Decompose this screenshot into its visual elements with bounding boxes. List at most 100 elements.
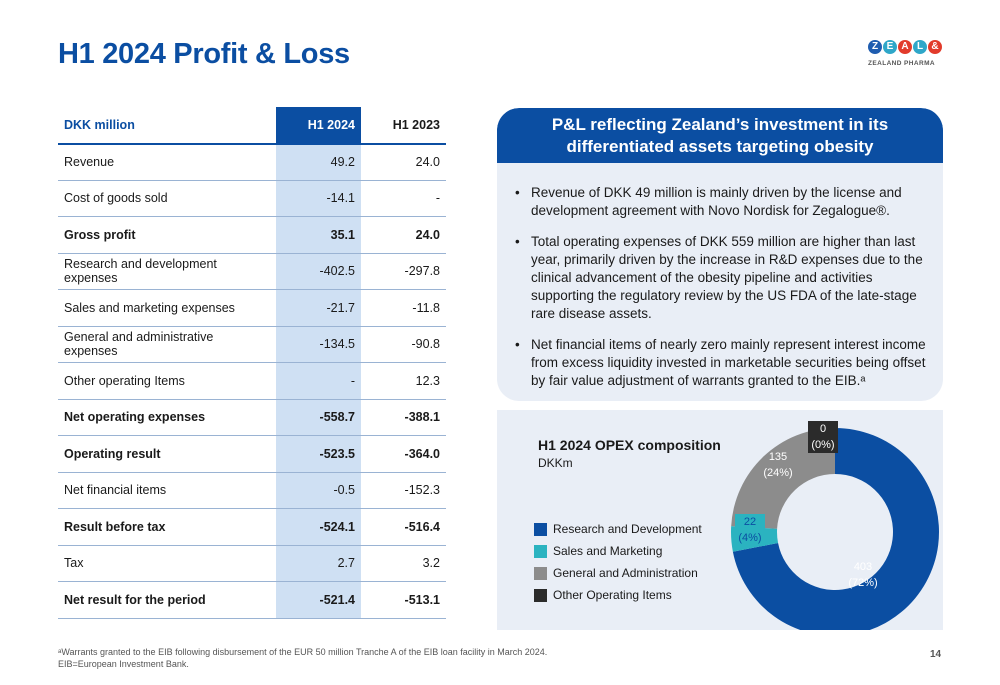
legend-label: General and Administration [553,566,698,580]
row-label: Result before tax [58,508,276,546]
bullet-item: • Total operating expenses of DKK 559 mil… [511,233,929,323]
row-label: General and administrative expenses [58,326,276,363]
cell-h1-2024: -523.5 [276,435,361,473]
cell-h1-2024: - [276,362,361,400]
cell-h1-2023: -11.8 [361,289,446,327]
bullet-dot-icon: • [515,337,520,352]
cell-h1-2024: -402.5 [276,253,361,290]
row-label: Operating result [58,435,276,473]
table-row: Net financial items -0.5 -152.3 [58,472,446,509]
table-row: Tax 2.7 3.2 [58,545,446,582]
legend-item: Research and Development [534,518,702,540]
chart-title: H1 2024 OPEX composition [538,437,721,453]
table-row: Revenue 49.2 24.0 [58,143,446,181]
chart-subtitle: DKKm [538,456,573,470]
row-label: Research and development expenses [58,253,276,290]
cell-h1-2024: -521.4 [276,581,361,619]
cell-h1-2023: -516.4 [361,508,446,546]
legend-label: Sales and Marketing [553,544,663,558]
logo-letter: E [883,40,897,54]
cell-h1-2024: -21.7 [276,289,361,327]
data-label-pct: (24%) [763,467,792,479]
column-header-h1-2024: H1 2024 [276,107,361,145]
bullet-text: Revenue of DKK 49 million is mainly driv… [531,185,902,218]
table-row: Sales and marketing expenses -21.7 -11.8 [58,289,446,327]
row-label: Cost of goods sold [58,180,276,217]
data-label-background [808,421,838,453]
table-row: Operating result -523.5 -364.0 [58,435,446,473]
legend-item: Sales and Marketing [534,540,702,562]
legend-swatch [534,566,547,580]
cell-h1-2024: 35.1 [276,216,361,254]
cell-h1-2023: -297.8 [361,253,446,290]
bullet-dot-icon: • [515,185,520,200]
cell-h1-2024: -0.5 [276,472,361,509]
commentary-bullets: • Revenue of DKK 49 million is mainly dri… [497,163,943,390]
company-logo: Z E A L & ZEALAND PHARMA [868,40,948,80]
opex-chart-panel: H1 2024 OPEX composition DKKm Research a… [497,410,943,630]
legend-label: Research and Development [553,522,702,536]
cell-h1-2024: -524.1 [276,508,361,546]
data-label-label: 403 [854,561,872,573]
cell-h1-2023: - [361,180,446,217]
cell-h1-2023: -90.8 [361,326,446,363]
cell-h1-2024: -134.5 [276,326,361,363]
cell-h1-2023: 24.0 [361,143,446,181]
legend-swatch [534,522,547,536]
footnote: ᵃWarrants granted to the EIB following d… [58,647,548,669]
table-header-row: DKK million H1 2024 H1 2023 [58,107,446,145]
table-row: Research and development expenses -402.5-… [58,253,446,290]
bullet-item: • Net financial items of nearly zero main… [511,336,929,390]
data-label-background [735,514,765,546]
data-label-label: 0 [820,423,826,435]
bullet-text: Total operating expenses of DKK 559 mill… [531,234,923,321]
cell-h1-2023: -364.0 [361,435,446,473]
bullet-dot-icon: • [515,234,520,249]
table-row: Result before tax -524.1 -516.4 [58,508,446,546]
commentary-panel: P&L reflecting Zealand’s investment in i… [497,108,943,401]
page-title: H1 2024 Profit & Loss [58,38,350,70]
row-label: Other operating Items [58,362,276,400]
row-label: Gross profit [58,216,276,254]
legend-swatch [534,588,547,602]
data-label-label: 135 [769,451,787,463]
cell-h1-2023: -513.1 [361,581,446,619]
legend-item: General and Administration [534,562,702,584]
cell-h1-2024: -558.7 [276,399,361,436]
data-label-label: 22 [744,516,756,528]
table-row: Other operating Items -12.3 [58,362,446,400]
logo-letter: L [913,40,927,54]
data-label-pct: (0%) [811,439,834,451]
row-label: Net result for the period [58,581,276,619]
bullet-text: Net financial items of nearly zero mainl… [531,337,926,388]
table-row: Gross profit 35.1 24.0 [58,216,446,254]
cell-h1-2024: -14.1 [276,180,361,217]
row-label: Net financial items [58,472,276,509]
logo-letter: Z [868,40,882,54]
legend-label: Other Operating Items [553,588,672,602]
profit-loss-table: DKK million H1 2024 H1 2023 Revenue 49.2 2… [58,107,446,619]
cell-h1-2023: -152.3 [361,472,446,509]
bullet-item: • Revenue of DKK 49 million is mainly dri… [511,184,929,220]
cell-h1-2024: 2.7 [276,545,361,582]
cell-h1-2023: -388.1 [361,399,446,436]
row-label: Revenue [58,143,276,181]
cell-h1-2023: 3.2 [361,545,446,582]
data-label-pct: (72%) [848,577,877,589]
legend-swatch [534,544,547,558]
cell-h1-2024: 49.2 [276,143,361,181]
donut-slice [732,428,939,630]
legend-item: Other Operating Items [534,584,702,606]
donut-slice [731,428,835,529]
row-label: Tax [58,545,276,582]
column-header-h1-2023: H1 2023 [361,107,446,145]
logo-letter: A [898,40,912,54]
table-row: Net result for the period -521.4 -513.1 [58,581,446,619]
row-label: Net operating expenses [58,399,276,436]
table-row: Net operating expenses -558.7 -388.1 [58,399,446,436]
data-label-pct: (4%) [738,532,761,544]
logo-subtitle: ZEALAND PHARMA [868,60,935,67]
logo-letter: & [928,40,942,54]
column-header-label: DKK million [58,107,276,145]
row-label: Sales and marketing expenses [58,289,276,327]
